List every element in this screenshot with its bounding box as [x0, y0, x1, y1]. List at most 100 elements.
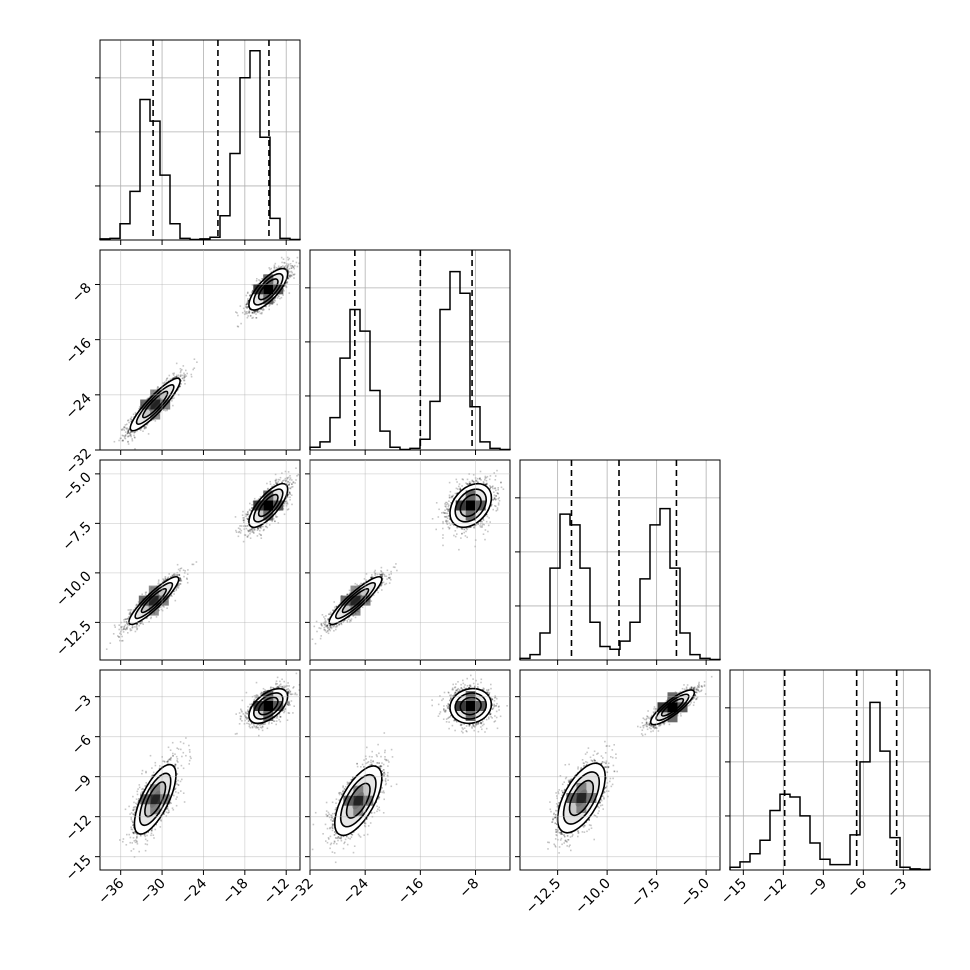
sample-point [171, 574, 174, 577]
sample-point [135, 623, 138, 625]
sample-point [251, 312, 254, 314]
sample-point [163, 606, 165, 608]
sample-point [304, 243, 306, 245]
sample-point [246, 303, 248, 305]
sample-point [138, 408, 140, 410]
sample-point [273, 266, 276, 268]
sample-point [263, 308, 265, 311]
sample-point [186, 573, 189, 575]
sample-point [177, 583, 180, 585]
sample-point [262, 309, 264, 312]
sample-point [129, 418, 132, 420]
sample-point [289, 478, 291, 481]
sample-point [234, 516, 237, 518]
sample-point [177, 587, 180, 589]
sample-point [172, 377, 175, 379]
sample-point [176, 563, 179, 566]
sample-point [180, 580, 183, 582]
sample-point [158, 583, 161, 585]
sample-point [128, 435, 131, 437]
sample-point [277, 297, 279, 299]
sample-point [245, 304, 247, 306]
sample-point [245, 515, 247, 517]
sample-point [160, 608, 163, 611]
sample-point [121, 434, 124, 437]
sample-point [286, 282, 288, 284]
sample-point [166, 607, 168, 609]
sample-point [291, 275, 293, 277]
sample-point [284, 265, 287, 267]
sample-point [286, 496, 289, 498]
sample-point [136, 623, 138, 625]
sample-point [118, 636, 120, 638]
sample-point [277, 478, 280, 481]
sample-point [282, 265, 284, 267]
sample-point [121, 635, 123, 638]
sample-point [242, 510, 244, 513]
sample-point [142, 430, 144, 432]
sample-point [249, 294, 251, 297]
sample-point [125, 618, 128, 620]
sample-point [173, 590, 176, 593]
histogram-step-1 [309, 270, 511, 451]
sample-point [122, 435, 125, 437]
sample-point [246, 311, 248, 313]
sample-point [127, 430, 130, 432]
sample-point [164, 577, 167, 580]
sample-point [237, 325, 240, 328]
sample-point [176, 574, 179, 576]
sample-point [122, 628, 125, 630]
sample-point [177, 568, 180, 571]
sample-point [278, 267, 280, 269]
histogram-frame-3 [729, 669, 931, 871]
sample-point [166, 409, 168, 412]
sample-point [237, 531, 240, 534]
sample-point [178, 579, 181, 582]
sample-point [182, 569, 185, 571]
sample-point [258, 279, 260, 281]
sample-point [193, 367, 196, 369]
sample-point [144, 591, 147, 594]
sample-point [179, 570, 181, 572]
sample-point [126, 432, 128, 435]
sample-point [257, 528, 259, 530]
sample-point [284, 262, 286, 264]
sample-point [183, 372, 185, 375]
sample-point [119, 632, 121, 635]
contour-line [129, 377, 181, 432]
density-panel-0-2 [99, 459, 301, 661]
sample-point [126, 626, 129, 628]
sample-point [181, 377, 184, 380]
sample-point [171, 378, 174, 380]
sample-point [247, 291, 249, 294]
sample-point [124, 437, 127, 440]
sample-point [122, 439, 124, 441]
sample-point [159, 411, 162, 414]
sample-point [268, 267, 270, 269]
sample-point [256, 278, 258, 280]
sample-point [259, 279, 261, 282]
sample-point [261, 311, 263, 314]
sample-point [276, 516, 279, 518]
contour-line [134, 581, 174, 620]
sample-point [131, 627, 133, 629]
histogram-frame-0 [99, 39, 301, 241]
sample-point [260, 312, 263, 315]
sample-point [260, 308, 262, 311]
sample-point [183, 377, 185, 380]
histogram-step-2 [519, 507, 721, 661]
sample-point [149, 395, 151, 398]
sample-point [249, 294, 252, 296]
sample-point [274, 299, 277, 302]
sample-point [247, 530, 250, 533]
sample-point [287, 263, 290, 266]
sample-point [237, 314, 239, 317]
sample-point [251, 531, 254, 533]
sample-point [289, 481, 291, 484]
sample-point [121, 625, 123, 628]
sample-point [132, 626, 134, 629]
sample-point [277, 265, 280, 268]
sample-point [275, 296, 277, 299]
sample-point [244, 534, 247, 536]
sample-point [245, 294, 248, 297]
